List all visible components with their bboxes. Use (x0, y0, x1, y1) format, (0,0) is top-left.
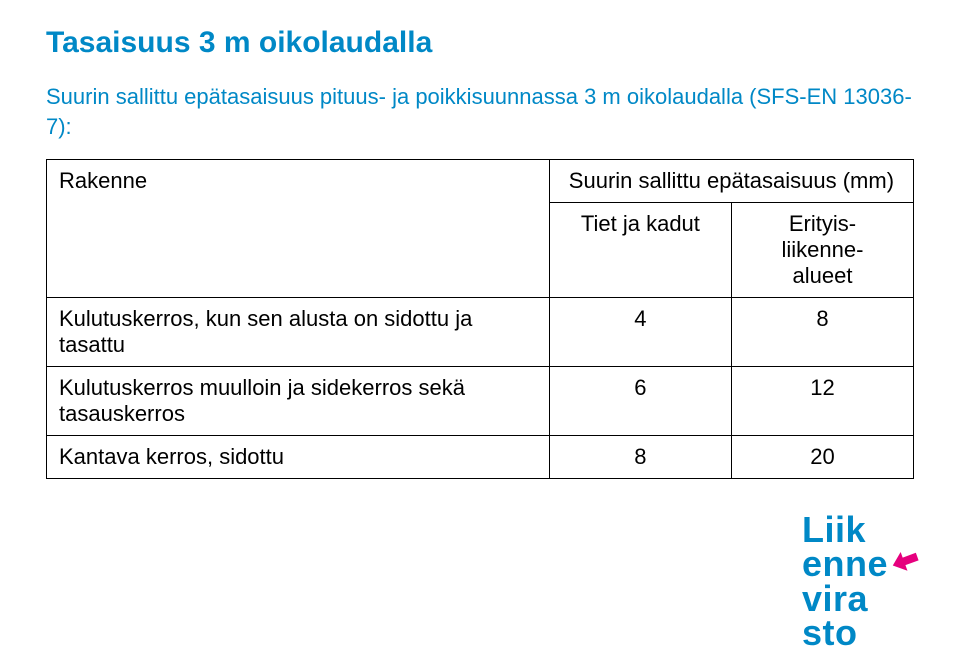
table-row: Kulutuskerros muulloin ja sidekerros sek… (47, 367, 914, 436)
row-label: Kulutuskerros muulloin ja sidekerros sek… (47, 367, 550, 436)
page-title: Tasaisuus 3 m oikolaudalla (46, 26, 914, 60)
logo: Liik enne vira sto (802, 513, 920, 650)
table-header-row: Rakenne Suurin sallittu epätasaisuus (mm… (47, 160, 914, 203)
row-value-b: 8 (731, 298, 913, 367)
header-rakenne: Rakenne (47, 160, 550, 298)
header-top: Suurin sallittu epätasaisuus (mm) (549, 160, 913, 203)
table-row: Kulutuskerros, kun sen alusta on sidottu… (47, 298, 914, 367)
row-label: Kulutuskerros, kun sen alusta on sidottu… (47, 298, 550, 367)
row-value-b: 12 (731, 367, 913, 436)
row-label: Kantava kerros, sidottu (47, 436, 550, 479)
page: Tasaisuus 3 m oikolaudalla Suurin sallit… (0, 0, 960, 672)
subheader-left: Tiet ja kadut (549, 203, 731, 298)
row-value-a: 8 (549, 436, 731, 479)
data-table: Rakenne Suurin sallittu epätasaisuus (mm… (46, 159, 914, 479)
row-value-a: 4 (549, 298, 731, 367)
subheader-right: Erityis-liikenne-alueet (731, 203, 913, 298)
table-row: Kantava kerros, sidottu 8 20 (47, 436, 914, 479)
logo-line4: sto (802, 612, 858, 653)
row-value-b: 20 (731, 436, 913, 479)
row-value-a: 6 (549, 367, 731, 436)
logo-line2: enne (802, 547, 888, 581)
intro-text: Suurin sallittu epätasaisuus pituus- ja … (46, 82, 914, 141)
logo-arrow-icon (890, 547, 920, 577)
